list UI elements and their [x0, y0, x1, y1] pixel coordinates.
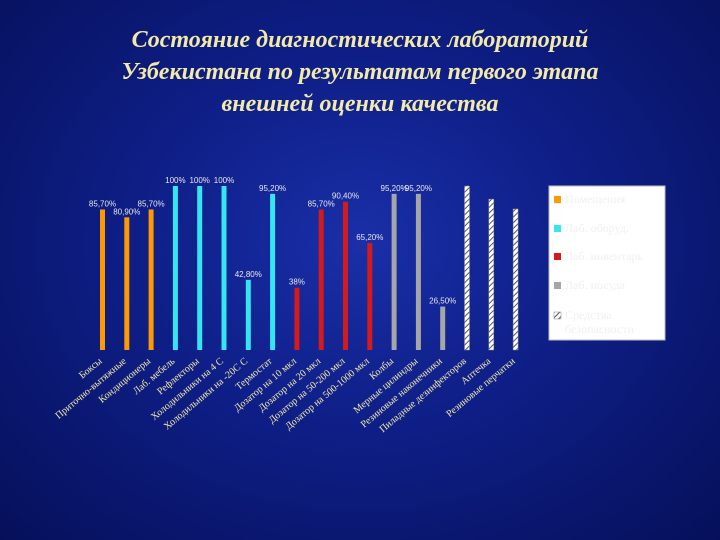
value-label: 85,70%	[138, 199, 165, 208]
bar-дозатор-на-50-200-мкл	[343, 201, 348, 350]
bar-аптечка	[488, 198, 495, 351]
legend-label-5: Средства безопасности	[565, 308, 634, 336]
value-label: 95,20%	[405, 184, 432, 193]
value-label: 26,50%	[429, 297, 456, 306]
bar-дозатор-на-20-мкл	[318, 209, 324, 350]
bars-group	[100, 185, 519, 351]
value-label: 90,40%	[332, 192, 359, 201]
bar-холодильники-на-4-с	[221, 186, 227, 350]
slide-title: Состояние диагностических лабораторий Уз…	[40, 24, 680, 120]
value-labels-group: 85,70%80,90%85,70%100% 100% 100%42,80%95,2…	[89, 176, 456, 306]
title-line-1: Состояние диагностических лабораторий	[131, 27, 589, 53]
value-label: 65,20%	[356, 233, 383, 242]
legend-label-2: Лаб. оборуд.	[565, 221, 629, 235]
bar-колбы	[391, 193, 397, 350]
value-label: 85,70%	[308, 199, 335, 208]
bar-лаб-мебель	[172, 186, 178, 350]
title-line-2: Узбекистана по результатам первого этапа	[121, 59, 599, 85]
bar-боксы	[100, 209, 105, 350]
bar-резиновые-наконечники	[440, 306, 446, 350]
bar-приточно-вытяжные	[124, 217, 130, 350]
legend: Помещения Лаб. оборуд. Лаб. инвентарь Лаб. …	[548, 185, 666, 341]
value-label: 42,80%	[235, 270, 262, 279]
bar-рефлекторы	[197, 186, 203, 350]
value-label: 100%	[165, 176, 185, 185]
legend-label-3: Лаб. инвентарь	[565, 249, 643, 263]
legend-swatch-1	[554, 196, 561, 203]
value-label: 100%	[189, 176, 209, 185]
value-label: 80,90%	[113, 207, 140, 216]
bar-термостат	[270, 193, 276, 350]
bar-холодильники-на-20с-с	[245, 279, 251, 350]
value-label: 95,20%	[381, 184, 408, 193]
legend-label-1: Помещения	[565, 192, 626, 206]
value-label: 38%	[289, 278, 305, 287]
legend-swatch-2	[554, 225, 561, 232]
legend-label-4: Лаб. посуда	[565, 278, 626, 292]
legend-box	[548, 185, 666, 341]
value-label: 100%	[214, 176, 234, 185]
bar-дозатор-на-10-мкл	[294, 287, 300, 350]
bar-кондиционеры	[148, 209, 154, 350]
value-label: 95,20%	[259, 184, 286, 193]
bar-мерные-цилиндры	[415, 193, 421, 350]
bar-дозатор-на-500-1000-мкл	[367, 243, 373, 350]
title-line-3: внешней оценки качества	[221, 91, 499, 117]
bar-резиновые-перчатки	[512, 208, 519, 351]
value-label: 85,70%	[89, 199, 116, 208]
legend-swatch-5	[553, 311, 562, 320]
legend-swatch-4	[554, 282, 561, 289]
legend-swatch-3	[554, 253, 561, 260]
bar-пиладные-дезинфекторов	[464, 185, 470, 351]
